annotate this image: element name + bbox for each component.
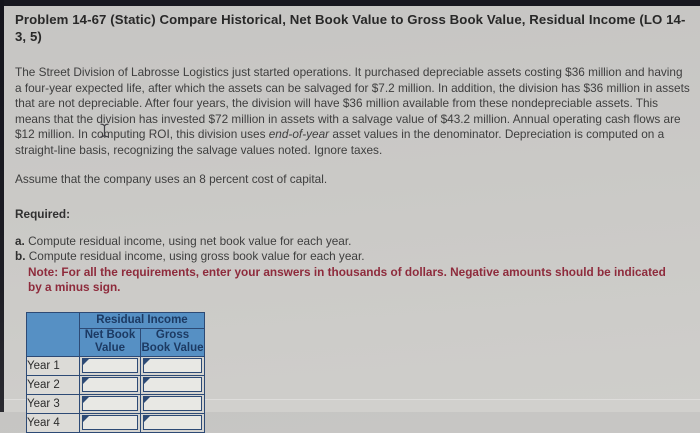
screen-left-edge-bar [0,0,4,412]
table-row-year-1: Year 1 [26,355,205,376]
net-book-value-year-3-input[interactable] [83,396,137,410]
gross-book-value-year-1-input[interactable] [144,358,201,372]
i-beam-text-cursor-icon [100,123,109,138]
input-box-net-year-3[interactable] [82,395,138,411]
note-text: Note: For all the requirements, enter yo… [28,264,666,295]
screen-top-edge-bar [0,0,700,6]
column-header-gross-book-value: Gross Book Value [140,327,205,357]
body-text-pre: The Street Division of Labrosse Logistic… [15,65,690,141]
input-box-net-year-1[interactable] [82,357,138,373]
requirement-b-prefix: b. [15,248,26,263]
requirement-a-text: Compute residual income, using net book … [28,233,352,248]
answer-cell-gross-year-2 [140,374,205,395]
column-header-net-book-value: Net Book Value [79,327,141,357]
problem-body: The Street Division of Labrosse Logistic… [15,65,691,158]
answer-cell-gross-year-3 [140,393,205,414]
table-group-header: Residual Income [79,311,205,329]
row-label-year-2: Year 2 [26,374,80,395]
required-label: Required: [15,206,71,221]
input-box-gross-year-1[interactable] [143,357,202,373]
net-book-value-year-4-input[interactable] [83,415,137,429]
residual-income-table: Residual Income Net Book Value Gross Boo… [26,311,205,433]
net-book-value-year-2-input[interactable] [83,377,137,391]
table-column-header-row: Net Book Value Gross Book Value [27,327,205,357]
answer-cell-gross-year-4 [140,412,205,433]
problem-panel: Problem 14-67 (Static) Compare Historica… [15,12,693,433]
table-row-year-2: Year 2 [26,374,205,395]
answer-cell-gross-year-1 [140,355,205,376]
row-label-year-4: Year 4 [26,412,80,433]
row-label-year-3: Year 3 [26,393,80,414]
requirement-a-prefix: a. [15,233,25,248]
table-group-header-row: Residual Income [26,311,205,357]
table-corner-cell [26,311,80,357]
body-text-post: asset values in the denominator. Depreci… [15,127,665,157]
input-box-gross-year-4[interactable] [143,414,202,430]
input-box-gross-year-3[interactable] [143,395,202,411]
input-box-net-year-2[interactable] [82,376,138,392]
requirement-b-text: Compute residual income, using gross boo… [28,248,365,263]
answer-cell-net-year-4 [79,412,141,433]
net-book-value-year-1-input[interactable] [83,358,137,372]
gross-book-value-year-3-input[interactable] [144,396,201,410]
input-box-gross-year-2[interactable] [143,376,202,392]
answer-cell-net-year-2 [79,374,141,395]
table-row-year-3: Year 3 [26,393,205,414]
requirement-b: b. Compute residual income, using gross … [15,249,693,264]
gross-book-value-year-4-input[interactable] [144,415,201,429]
input-box-net-year-4[interactable] [82,414,138,430]
table-row-year-4: Year 4 [26,412,205,433]
answer-cell-net-year-3 [79,393,141,414]
answer-cell-net-year-1 [79,355,141,376]
problem-title: Problem 14-67 (Static) Compare Historica… [15,12,686,44]
gross-book-value-year-2-input[interactable] [144,377,201,391]
requirement-a: a. Compute residual income, using net bo… [15,234,693,249]
assumption-text: Assume that the company uses an 8 percen… [15,172,328,186]
body-text-italic: end-of-year [268,127,330,141]
row-label-year-1: Year 1 [26,355,80,376]
